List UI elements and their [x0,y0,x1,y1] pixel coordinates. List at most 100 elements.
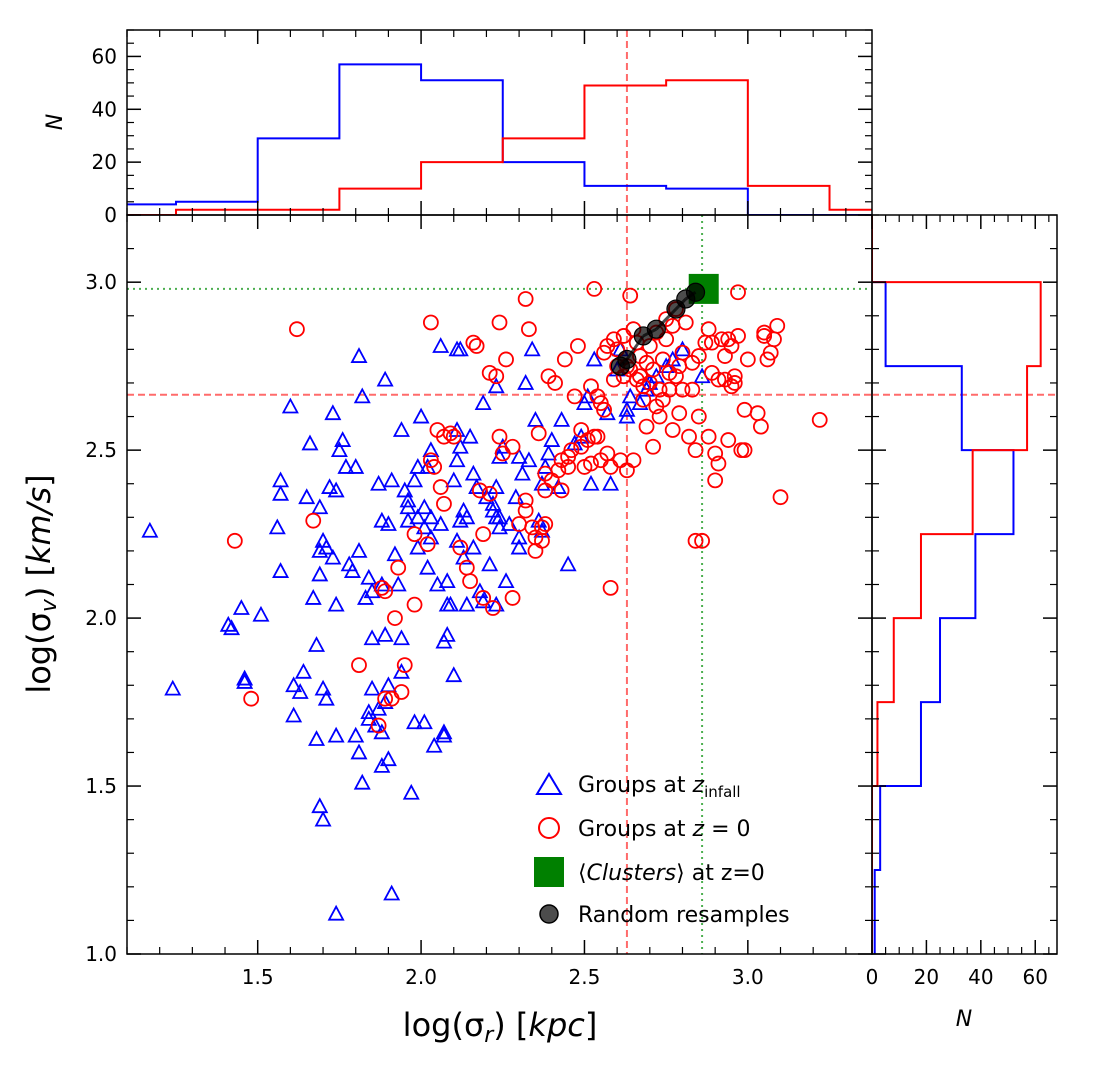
top-histogram-y-title: N [43,114,68,130]
circle-point [756,328,773,344]
circle-point [583,378,599,395]
resample-point [685,282,706,302]
circle-point [615,328,632,344]
triangle-point [432,515,450,531]
circle-point [566,388,583,405]
triangle-point [311,797,329,814]
y-axis-title: log(σv) [km/s] [20,474,62,693]
triangle-point [435,723,453,740]
legend-label-z0: Groups at z = 0 [578,817,751,842]
reference-lines [127,215,872,954]
triangle-point [317,689,335,706]
circle-point [739,351,756,368]
triangle-point [458,595,476,612]
triangle-point [386,545,404,562]
tick-label: 20 [92,150,117,174]
triangle-point [510,538,528,555]
circle-point [677,314,694,331]
triangle-point [618,400,636,417]
right-histogram-z0-step [872,215,1042,954]
triangle-point [484,494,502,511]
tick-label: 20 [914,965,939,989]
triangle-point [379,676,397,693]
circle-point [605,331,622,348]
triangle-point [373,511,391,528]
triangle-point [141,521,159,538]
triangle-point [376,625,394,642]
circle-point [720,432,737,448]
circle-point [406,596,423,613]
triangle-point [543,431,561,447]
triangle-point [438,572,456,589]
triangle-point [464,464,482,481]
triangle-point [379,515,397,531]
triangle-point [252,605,270,622]
triangle-point [445,471,463,488]
triangle-point [327,904,345,921]
triangle-point [304,589,322,605]
legend-label-resamples: Random resamples [578,903,790,928]
circle-point [733,442,750,459]
circle-point [550,462,567,479]
triangle-point [324,548,342,565]
circle-point [393,684,410,700]
triangle-point [308,636,326,652]
triangle-point [510,447,528,464]
triangle-point [164,679,182,696]
circle-point [475,590,492,606]
circle-point [730,328,746,344]
resample-point [617,349,637,370]
triangle-point [409,508,427,525]
triangle-point [415,713,433,730]
circle-point [586,280,603,297]
triangle-point [409,538,427,555]
tick-label: 0 [866,965,879,989]
circle-point [609,341,626,358]
triangle-point [474,592,492,609]
circle-point [645,361,661,378]
scatter-panel: 1.5 2.0 2.5 3.0 1.0 1.5 2.0 2.5 3.0 log(σr) [kpc… [20,214,873,1048]
triangle-point [272,471,290,488]
circle-point [498,351,514,368]
circle-point [710,455,727,472]
circle-point [687,442,704,459]
circle-point [442,425,459,442]
triangle-point [298,488,316,505]
circle-point [537,516,554,532]
circle-point [465,334,482,351]
tick-label: 3.0 [732,965,764,989]
circle-point [638,418,655,435]
circle-point [390,559,407,576]
triangle-point [487,595,505,612]
top-histogram-steps [127,63,872,215]
triangle-point [553,411,571,427]
triangle-point [396,481,414,498]
triangle-point [517,374,535,390]
triangle-point [314,810,332,827]
circle-point [671,405,688,422]
circle-point [387,610,403,626]
triangle-point [219,615,237,632]
legend: Groups at zinfall Groups at z = 0 ⟨Clust… [534,772,790,928]
triangle-point [353,387,371,404]
circle-point [468,338,485,354]
triangle-point [451,437,469,454]
triangle-point [232,599,250,615]
triangle-point [389,575,407,592]
triangle-point [464,538,482,555]
circle-point [370,717,387,734]
triangle-point [673,340,691,357]
triangle-point [415,498,433,515]
circle-point [243,690,260,707]
triangle-point [268,518,286,535]
circle-point [481,485,498,502]
circle-point [668,368,684,385]
circle-point [753,418,769,435]
triangle-point [461,427,479,444]
triangle-point [425,736,443,753]
circle-point [530,425,547,442]
circle-point [517,502,534,519]
tick-label: 40 [968,965,993,989]
legend-label-infall: Groups at zinfall [578,773,741,801]
triangle-point [311,565,329,582]
